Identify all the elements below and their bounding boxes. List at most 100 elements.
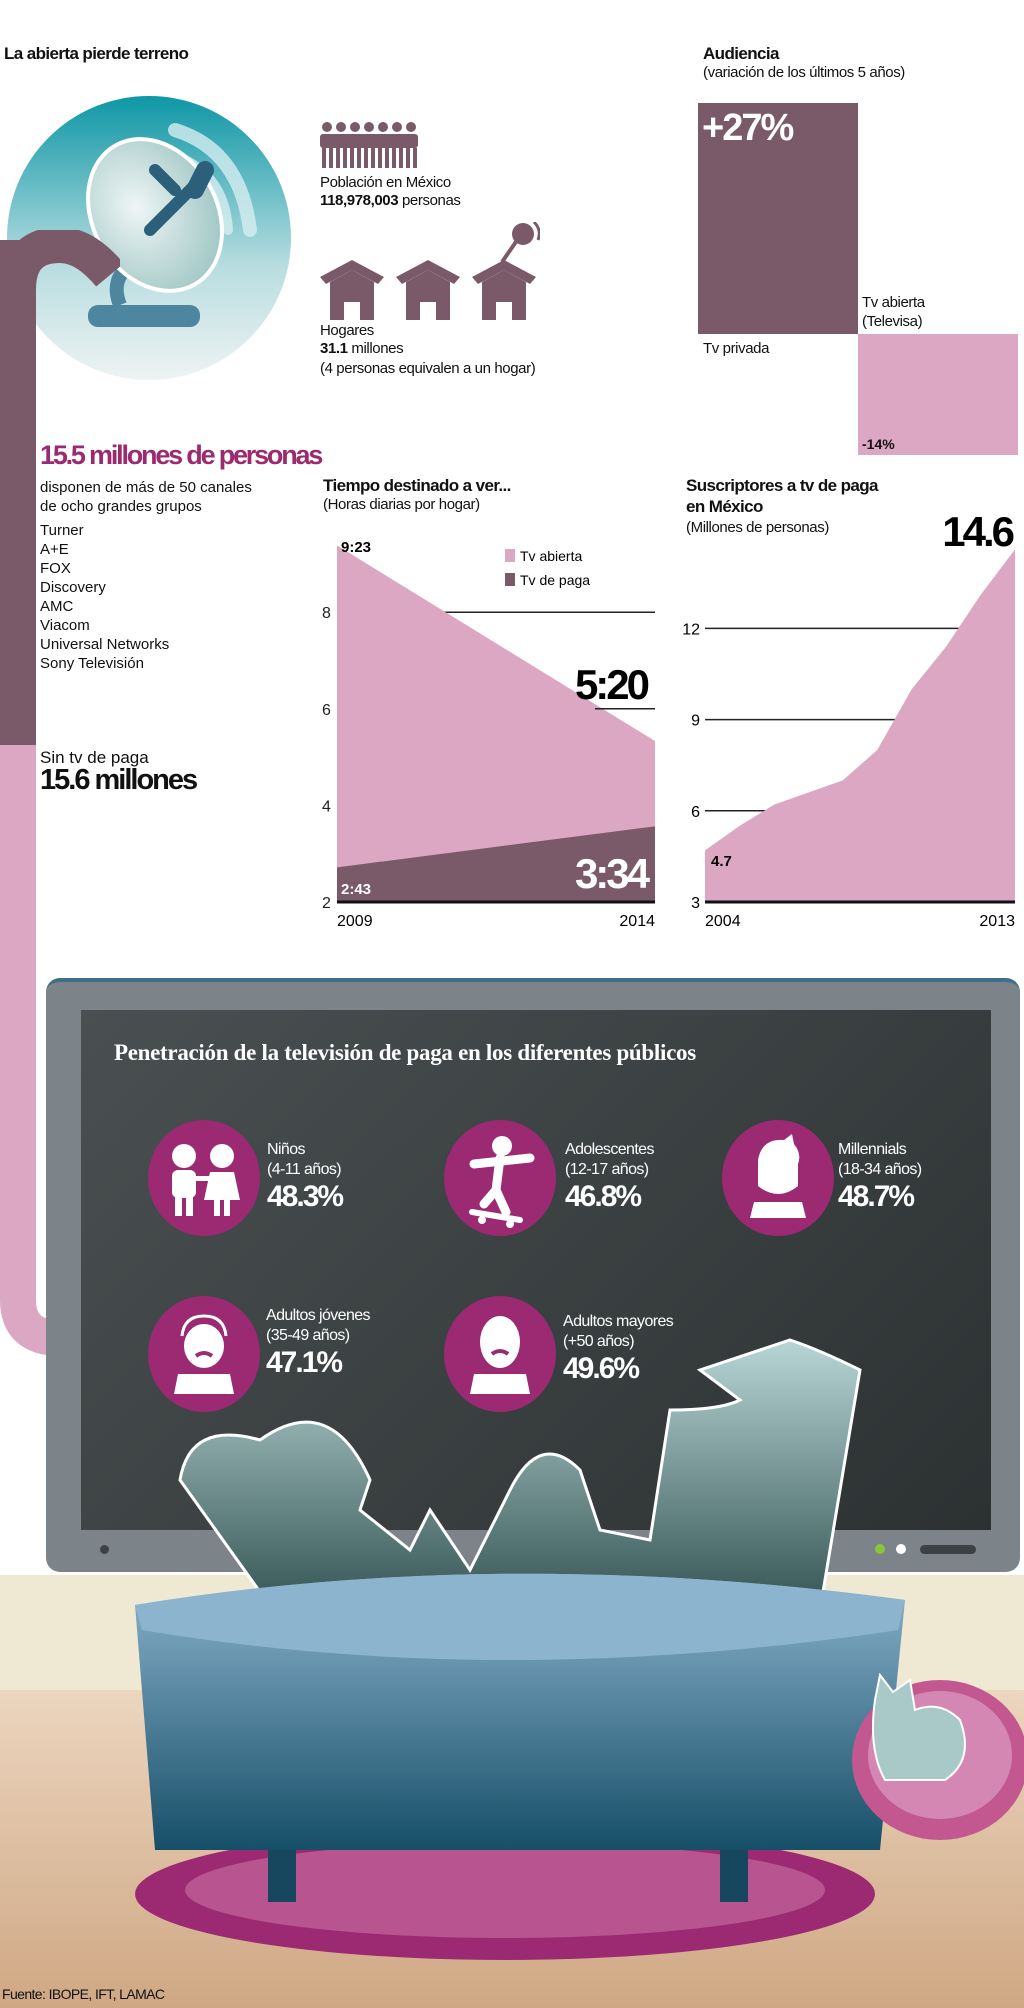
data-label-end: 14.6 <box>942 508 1013 555</box>
paytv-group: Turner <box>40 522 84 539</box>
x-tick-label: 2009 <box>337 913 373 930</box>
people-icon <box>320 122 418 168</box>
population-value: 118,978,003 <box>320 192 399 209</box>
data-label-start: 4.7 <box>711 853 732 870</box>
group-range: (35-49 años) <box>266 1327 350 1344</box>
x-tick-label: 2014 <box>619 913 655 930</box>
young-man-icon <box>750 1134 806 1218</box>
population-value-line: 118,978,003 personas <box>320 192 461 209</box>
y-tick-label: 2 <box>322 895 331 912</box>
group-name: Adolescentes <box>565 1141 654 1158</box>
group-circle-adultos-mayores <box>444 1296 556 1412</box>
group-value: 49.6% <box>563 1352 640 1385</box>
y-tick-label: 6 <box>322 702 331 719</box>
subscribers-chart-title-2: en México <box>686 497 763 516</box>
audience-open-label-2: (Televisa) <box>862 313 923 330</box>
group-name: Adultos jóvenes <box>266 1307 371 1324</box>
tv-slot <box>920 1545 976 1554</box>
group-adultos-jovenes: Adultos jóvenes (35-49 años) 47.1% <box>266 1306 371 1380</box>
subscribers-chart-title-1: Suscriptores a tv de paga <box>686 476 879 495</box>
group-range: (4-11 años) <box>267 1161 342 1178</box>
x-tick-label: 2013 <box>979 913 1015 930</box>
group-name: Niños <box>267 1141 306 1158</box>
audience-open-label-1: Tv abierta <box>862 294 925 311</box>
no-paytv-label: Sin tv de paga <box>40 748 149 767</box>
group-name: Millennials <box>838 1141 907 1158</box>
y-tick-label: 4 <box>322 798 331 815</box>
legend-label-abierta: Tv abierta <box>520 548 582 564</box>
paytv-group: Viacom <box>40 617 90 634</box>
senior-man-icon <box>470 1316 530 1394</box>
cable-no-paytv-bar <box>0 745 36 1290</box>
tv-led-icon <box>896 1544 906 1554</box>
cable-curve <box>0 230 120 290</box>
group-circle-ninos <box>148 1120 260 1236</box>
no-paytv-value: 15.6 millones <box>40 764 198 796</box>
paytv-group: Discovery <box>40 579 106 596</box>
group-circle-adultos-jovenes <box>148 1296 260 1412</box>
houses-icon <box>320 222 540 320</box>
audience-private-bar: +27% <box>698 103 858 334</box>
households-label: Hogares <box>320 322 374 339</box>
group-value: 48.3% <box>267 1180 344 1213</box>
group-circle-adolescentes <box>444 1120 556 1236</box>
couch-scene-illustration <box>135 1338 1024 1960</box>
y-tick-label: 9 <box>691 713 700 730</box>
audience-open-value: -14% <box>862 436 895 452</box>
data-label-paga-start: 2:43 <box>341 881 371 898</box>
y-tick-label: 6 <box>691 804 700 821</box>
group-value: 46.8% <box>565 1180 642 1213</box>
audience-private-value: +27% <box>702 107 794 149</box>
paytv-group: Universal Networks <box>40 636 170 653</box>
group-name: Adultos mayores <box>563 1313 674 1330</box>
group-millennials: Millennials (18-34 años) 48.7% <box>838 1140 922 1214</box>
group-circle-millennials <box>722 1120 834 1236</box>
data-label-abierta-start: 9:23 <box>341 539 371 556</box>
audience-open-bar: -14% <box>858 334 1018 455</box>
area-tv-de-paga <box>337 826 655 902</box>
y-tick-label: 3 <box>691 895 700 912</box>
group-value: 47.1% <box>266 1346 343 1379</box>
penetration-title: Penetración de la televisión de paga en … <box>114 1040 696 1065</box>
cable-paytv-bar <box>0 240 36 745</box>
paytv-headline: 15.5 millones de personas <box>40 440 323 470</box>
children-icon <box>172 1144 240 1216</box>
paytv-groups-list: Turner A+E FOX Discovery AMC Viacom Univ… <box>40 521 169 673</box>
area-tv-abierta <box>337 545 655 902</box>
paytv-group: FOX <box>40 560 71 577</box>
group-value: 48.7% <box>838 1180 915 1213</box>
group-range: (18-34 años) <box>838 1161 922 1178</box>
skateboarder-icon <box>469 1136 535 1228</box>
group-range: (+50 años) <box>563 1333 635 1350</box>
paytv-group: A+E <box>40 541 69 558</box>
households-value-line: 31.1 millones <box>320 340 404 357</box>
audience-title: Audiencia <box>703 44 779 63</box>
page-title: La abierta pierde terreno <box>4 44 189 63</box>
data-label-paga-end: 3:34 <box>575 850 651 897</box>
paytv-description-2: de ocho grandes grupos <box>40 498 202 515</box>
subscribers-chart-subtitle: (Millones de personas) <box>686 519 829 536</box>
paytv-description-1: disponen de más de 50 canales <box>40 479 252 496</box>
audience-subtitle: (variación de los últimos 5 años) <box>703 64 905 81</box>
group-adultos-mayores: Adultos mayores (+50 años) 49.6% <box>563 1312 674 1386</box>
x-tick-label: 2004 <box>705 913 741 930</box>
legend-label-paga: Tv de paga <box>520 572 590 588</box>
population-unit: personas <box>401 192 461 209</box>
audience-private-label: Tv privada <box>703 340 770 357</box>
group-adolescentes: Adolescentes (12-17 años) 46.8% <box>565 1140 654 1214</box>
time-chart-title: Tiempo destinado a ver... <box>323 476 511 495</box>
households-value: 31.1 <box>320 340 348 357</box>
time-chart-subtitle: (Horas diarias por hogar) <box>323 496 480 513</box>
paytv-group: Sony Televisión <box>40 655 144 672</box>
charts-canvas: 2 4 6 8 2009 2014 9:23 5:20 2:43 3:34 Tv abierta Tv… <box>322 508 1017 930</box>
tv-button-icon <box>100 1545 109 1554</box>
source-note: Fuente: IBOPE, IFT, LAMAC <box>2 1986 165 2002</box>
legend-swatch-paga <box>505 573 515 586</box>
group-range: (12-17 años) <box>565 1161 649 1178</box>
area-subscribers <box>705 549 1015 902</box>
tv-power-led-icon <box>875 1544 885 1554</box>
paytv-group: AMC <box>40 598 74 615</box>
y-tick-label: 8 <box>322 605 331 622</box>
households-unit: millones <box>351 340 404 357</box>
population-label: Población en México <box>320 174 451 191</box>
